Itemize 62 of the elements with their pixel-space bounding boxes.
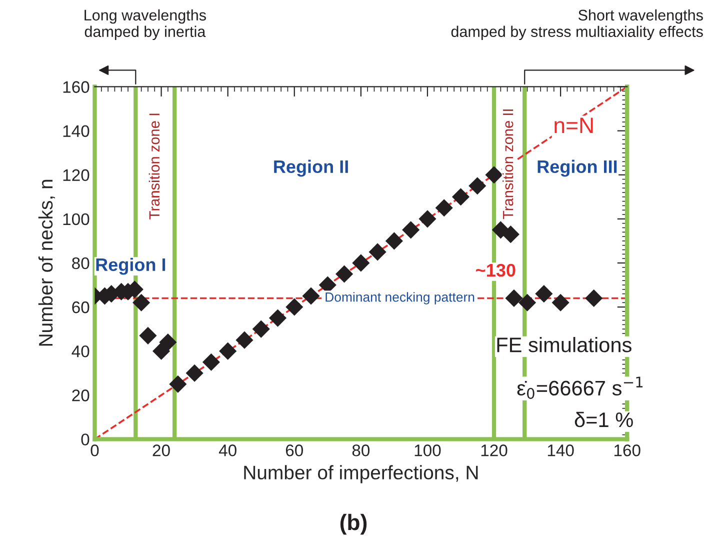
point bbox=[418, 210, 436, 228]
point bbox=[452, 188, 470, 206]
x-tick-label: 40 bbox=[218, 444, 236, 456]
annotation: Region III bbox=[538, 160, 617, 177]
y-tick-label: 140 bbox=[63, 125, 90, 137]
x-tick-label: 60 bbox=[286, 444, 303, 456]
text: (b) bbox=[340, 514, 367, 535]
annotation: FE simulations bbox=[497, 336, 632, 352]
point bbox=[468, 177, 486, 195]
x-tick-label: 80 bbox=[352, 444, 370, 456]
point bbox=[336, 265, 354, 283]
y-tick-label: 80 bbox=[72, 257, 90, 270]
point bbox=[159, 333, 177, 352]
point bbox=[132, 294, 150, 312]
annotation: Region I bbox=[96, 258, 166, 275]
point bbox=[219, 342, 237, 360]
point bbox=[302, 287, 320, 305]
point bbox=[352, 254, 370, 272]
point bbox=[368, 243, 386, 261]
y-tick-label: 120 bbox=[63, 169, 90, 182]
annotation: ε̇$_{0}$=66667 s$^{−1}$ bbox=[517, 376, 643, 399]
point bbox=[402, 221, 420, 239]
point bbox=[535, 285, 553, 303]
y-tick-label: 20 bbox=[72, 390, 90, 402]
y-tick-label: 100 bbox=[63, 213, 90, 226]
y-axis-title: Number of necks, n bbox=[38, 180, 55, 346]
ref-line-label: Dominant necking pattern bbox=[326, 292, 474, 304]
point bbox=[169, 375, 187, 393]
y-tick-label: 0 bbox=[81, 434, 90, 446]
point bbox=[502, 226, 520, 244]
point bbox=[286, 298, 304, 316]
annotation: δ=1 % bbox=[574, 412, 633, 428]
annotation: Transition zone II bbox=[502, 110, 514, 220]
point bbox=[186, 364, 204, 382]
text: Short wavelengths damped by stress multiaxiality effects bbox=[451, 9, 703, 40]
point bbox=[585, 289, 603, 307]
x-tick-label: 140 bbox=[548, 444, 574, 456]
series-label: n=N bbox=[554, 118, 593, 134]
annotation: ~130 bbox=[476, 264, 516, 277]
point bbox=[139, 326, 157, 344]
x-tick-label: 100 bbox=[414, 444, 441, 456]
x-tick-label: 160 bbox=[614, 444, 640, 456]
point bbox=[552, 294, 570, 312]
point bbox=[505, 289, 523, 307]
y-tick-label: 160 bbox=[63, 81, 90, 93]
point bbox=[385, 232, 403, 250]
point bbox=[236, 331, 254, 349]
point bbox=[435, 199, 453, 217]
x-tick-label: 20 bbox=[152, 444, 170, 456]
annotation: Region II bbox=[274, 160, 348, 177]
point bbox=[202, 353, 220, 371]
y-tick-label: 40 bbox=[72, 345, 90, 358]
point bbox=[518, 294, 536, 312]
point bbox=[252, 320, 270, 338]
y-tick-label: 60 bbox=[72, 301, 90, 314]
annotation: Transition zone I bbox=[148, 114, 160, 220]
text: Long wavelengths damped by inertia bbox=[84, 9, 206, 40]
x-axis-title: Number of imperfections, N bbox=[244, 465, 478, 484]
x-tick-label: 0 bbox=[90, 444, 99, 456]
x-tick-label: 120 bbox=[481, 444, 508, 456]
point bbox=[485, 166, 503, 184]
point bbox=[268, 309, 287, 327]
